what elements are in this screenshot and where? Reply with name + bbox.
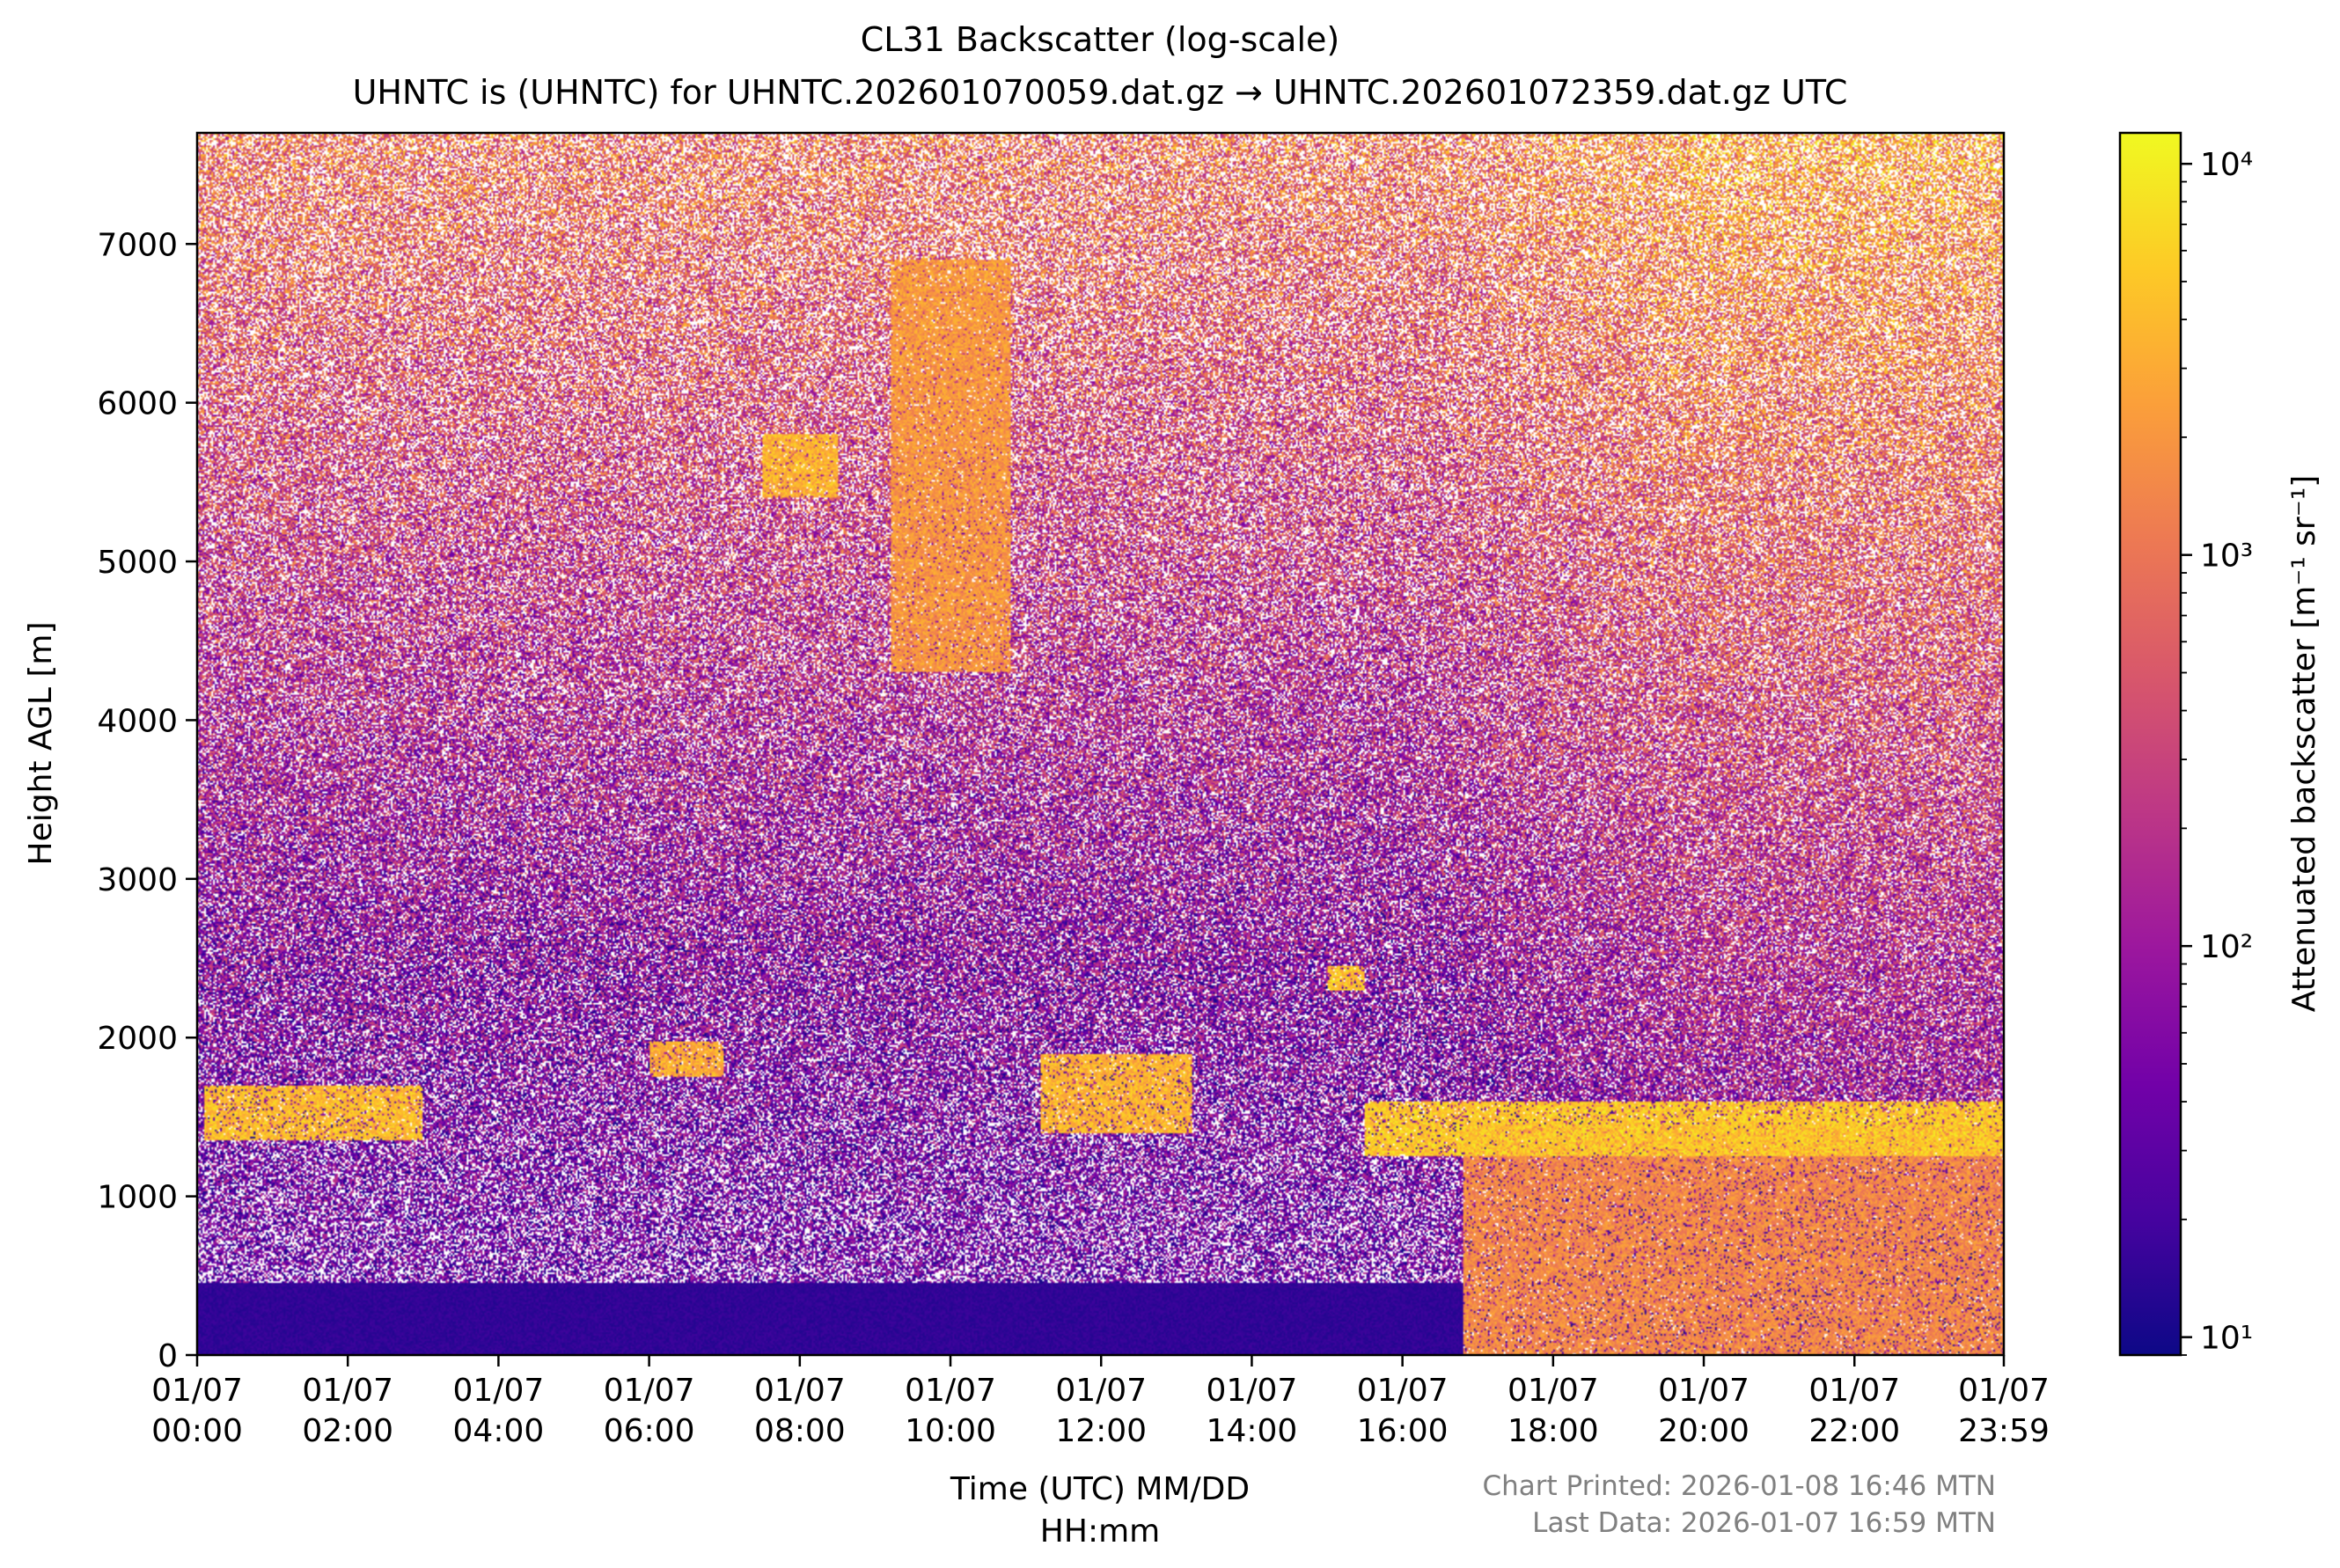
x-tick-label-date: 01/07 xyxy=(905,1373,996,1409)
heatmap-area xyxy=(195,131,2006,1357)
chart-subtitle: UHNTC is (UHNTC) for UHNTC.202601070059.… xyxy=(353,73,1848,112)
x-axis: 01/07 00:00 01/07 02:00 01/07 04:00 01/07 06:00… xyxy=(151,1355,2050,1449)
x-tick-label-time: 02:00 xyxy=(302,1413,393,1449)
colorbar-tick-label: 10² xyxy=(2200,929,2253,965)
y-tick-label: 1000 xyxy=(97,1180,178,1216)
x-tick-label-time: 20:00 xyxy=(1658,1413,1749,1449)
colorbar: 10¹ 10² 10³ 10⁴ Attenuated backscatter [m⁻¹… xyxy=(2118,131,2322,1357)
x-tick-label-time: 14:00 xyxy=(1207,1413,1298,1449)
backscatter-heatmap xyxy=(197,133,2004,1355)
chart-printed-note: Chart Printed: 2026-01-08 16:46 MTN xyxy=(1483,1470,1996,1502)
colorbar-tick-label: 10¹ xyxy=(2200,1321,2253,1357)
x-tick-label-time: 12:00 xyxy=(1055,1413,1147,1449)
x-tick-label-time: 16:00 xyxy=(1357,1413,1449,1449)
y-tick-label: 0 xyxy=(158,1338,178,1374)
x-tick-label-date: 01/07 xyxy=(302,1373,393,1409)
x-tick-label-time: 04:00 xyxy=(453,1413,545,1449)
y-tick-label: 2000 xyxy=(97,1021,178,1057)
x-tick-label-time: 08:00 xyxy=(754,1413,846,1449)
x-axis-label-line1: Time (UTC) MM/DD xyxy=(950,1471,1250,1507)
x-tick-label-date: 01/07 xyxy=(1357,1373,1449,1409)
y-tick-label: 7000 xyxy=(97,227,178,263)
y-axis: 0 1000 2000 3000 4000 5000 6000 7000 xyxy=(97,227,197,1374)
colorbar-tick-label: 10⁴ xyxy=(2200,147,2253,183)
x-tick-label-time: 00:00 xyxy=(151,1413,243,1449)
x-axis-label-line2: HH:mm xyxy=(1040,1513,1160,1550)
y-tick-label: 3000 xyxy=(97,862,178,898)
y-tick-label: 6000 xyxy=(97,386,178,422)
x-tick-label-date: 01/07 xyxy=(754,1373,846,1409)
x-tick-label-time: 23:59 xyxy=(1958,1413,2050,1449)
colorbar-tick-label: 10³ xyxy=(2200,539,2253,575)
colorbar-label: Attenuated backscatter [m⁻¹ sr⁻¹] xyxy=(2286,475,2322,1012)
x-tick-label-date: 01/07 xyxy=(1055,1373,1147,1409)
x-tick-label-date: 01/07 xyxy=(1658,1373,1749,1409)
x-tick-label-date: 01/07 xyxy=(453,1373,545,1409)
last-data-note: Last Data: 2026-01-07 16:59 MTN xyxy=(1532,1507,1996,1539)
x-tick-label-date: 01/07 xyxy=(1808,1373,1900,1409)
y-axis-label: Height AGL [m] xyxy=(23,622,59,866)
x-tick-label-date: 01/07 xyxy=(1207,1373,1298,1409)
x-tick-label-date: 01/07 xyxy=(1507,1373,1599,1409)
x-tick-label-date: 01/07 xyxy=(1958,1373,2050,1409)
x-tick-label-date: 01/07 xyxy=(604,1373,695,1409)
x-tick-label-time: 10:00 xyxy=(905,1413,996,1449)
x-tick-label-time: 22:00 xyxy=(1808,1413,1900,1449)
x-tick-label-date: 01/07 xyxy=(151,1373,243,1409)
colorbar-gradient xyxy=(2118,131,2182,1357)
x-tick-label-time: 06:00 xyxy=(604,1413,695,1449)
colorbar-ticks: 10¹ 10² 10³ 10⁴ xyxy=(2181,147,2253,1357)
chart-title: CL31 Backscatter (log-scale) xyxy=(861,20,1339,59)
y-tick-label: 5000 xyxy=(97,545,178,581)
x-tick-label-time: 18:00 xyxy=(1507,1413,1599,1449)
y-tick-label: 4000 xyxy=(97,703,178,739)
